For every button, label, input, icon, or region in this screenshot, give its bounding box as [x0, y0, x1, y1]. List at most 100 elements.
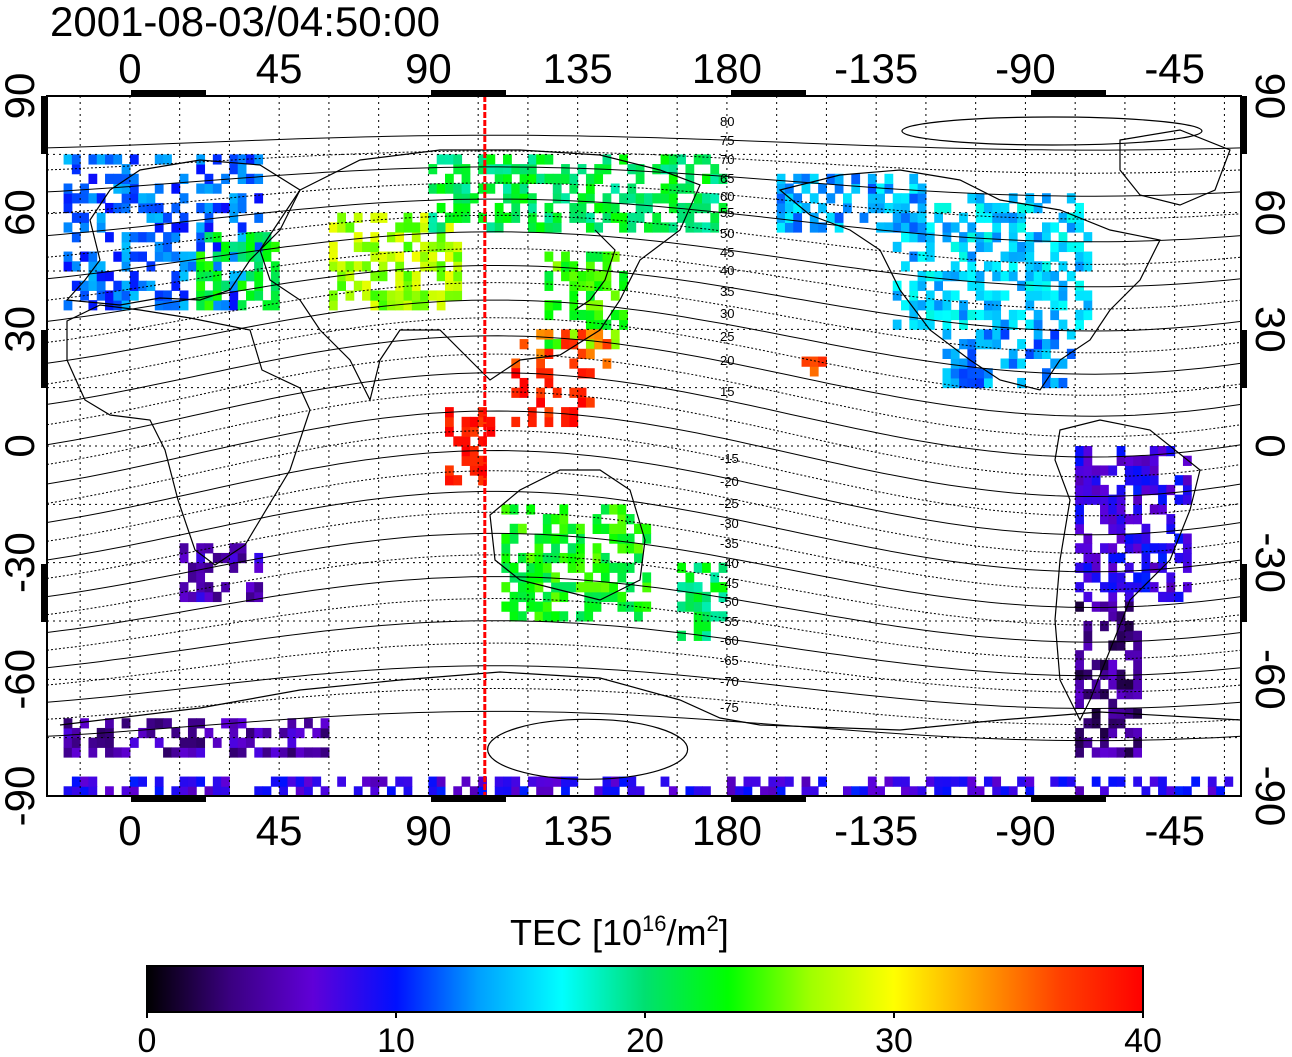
tec-cell: [163, 747, 172, 758]
tec-cell: [337, 212, 346, 223]
tec-cell: [511, 164, 521, 175]
tec-cell: [509, 533, 519, 544]
tec-cell: [542, 523, 552, 534]
tec-cell: [1108, 776, 1118, 787]
tec-cell: [1033, 339, 1043, 350]
tec-cell: [486, 222, 496, 233]
tec-cell: [486, 426, 496, 437]
tec-cell: [983, 241, 993, 253]
tec-cell: [461, 164, 471, 175]
tec-region-australia: [501, 504, 652, 622]
tec-cell: [702, 562, 711, 573]
tec-cell: [353, 786, 363, 796]
tec-cell: [561, 271, 570, 282]
tec-cell: [138, 202, 147, 214]
tec-cell: [685, 173, 695, 184]
tec-cell: [129, 737, 139, 748]
tec-cell: [1066, 193, 1076, 204]
tec-cell: [96, 737, 106, 748]
tec-cell: [1033, 309, 1043, 321]
tec-cell: [204, 727, 214, 739]
tec-cell: [370, 271, 380, 282]
tec-cell: [121, 300, 131, 311]
tec-cell: [625, 562, 635, 573]
tec-cell: [1083, 290, 1093, 301]
tec-cell: [617, 572, 627, 583]
bottom-lon-label: 45: [256, 807, 303, 854]
tec-cell: [262, 241, 272, 253]
tec-cell: [561, 261, 570, 272]
tec-cell: [909, 212, 919, 223]
tec-cell: [925, 222, 935, 233]
colorbar-title-sup2: 2: [707, 911, 719, 936]
tec-cell: [536, 173, 545, 184]
tec-cell: [517, 582, 527, 593]
tec-cell: [685, 786, 695, 796]
tec-cell: [693, 202, 703, 214]
tec-cell: [453, 202, 463, 214]
tec-cell: [1141, 533, 1151, 544]
tec-cell: [436, 222, 446, 233]
tec-cell: [652, 193, 662, 204]
tec-cell: [917, 193, 927, 204]
tec-cell: [1124, 747, 1134, 758]
tec-cell: [478, 212, 487, 223]
tec-cell: [610, 212, 620, 223]
tec-cell: [1124, 621, 1134, 632]
tec-cell: [486, 154, 496, 165]
tec-cell: [826, 193, 836, 204]
tec-cell: [934, 776, 943, 787]
tec-cell: [501, 562, 511, 573]
tec-cell: [1207, 776, 1217, 787]
tec-cell: [204, 202, 214, 214]
tec-cell: [1075, 290, 1084, 301]
tec-cell: [1058, 300, 1068, 311]
contour-label: 45: [720, 245, 734, 260]
tec-cell: [420, 241, 429, 253]
tec-cell: [229, 747, 239, 758]
tec-cell: [1108, 601, 1118, 612]
tec-cell: [569, 339, 579, 350]
contour-line: [47, 372, 1241, 458]
tec-cell: [776, 173, 786, 184]
tec-cell: [262, 251, 272, 262]
tec-cell: [420, 290, 429, 301]
tec-cell: [1182, 484, 1192, 496]
tec-cell: [237, 202, 247, 214]
tec-cell: [428, 776, 438, 787]
tec-cell: [1133, 727, 1142, 739]
tec-cell: [526, 601, 536, 612]
contour-line: [47, 134, 1241, 151]
tec-cell: [1075, 202, 1084, 214]
tec-cell: [1083, 689, 1093, 700]
tec-cell: [534, 543, 544, 554]
tec-cell: [337, 222, 346, 233]
tec-cell: [196, 582, 206, 593]
tec-cell: [461, 202, 471, 214]
tec-cell: [917, 280, 927, 291]
tec-cell: [246, 582, 255, 593]
tec-cell: [718, 582, 728, 593]
tec-cell: [312, 747, 322, 758]
tec-cell: [834, 212, 844, 223]
tec-cell: [1166, 514, 1176, 525]
tec-cell: [1083, 630, 1093, 641]
tec-cell: [1058, 358, 1068, 369]
tec-cell: [494, 786, 504, 796]
tec-cell: [519, 786, 529, 796]
tec-cell: [1008, 358, 1018, 369]
tec-cell: [1108, 640, 1118, 651]
tec-cell: [196, 222, 206, 233]
tec-cell: [627, 776, 637, 787]
tec-cell: [1124, 650, 1134, 661]
tec-cell: [625, 543, 635, 554]
tec-cell: [901, 300, 910, 311]
coastlines: [59, 129, 1241, 731]
tec-cell: [1091, 572, 1101, 583]
tec-cell: [229, 202, 239, 214]
contour-line: [47, 265, 1241, 332]
tec-cell: [1116, 552, 1126, 564]
tec-cell: [237, 232, 247, 243]
tec-cell: [867, 202, 877, 214]
tec-cell: [229, 280, 239, 291]
